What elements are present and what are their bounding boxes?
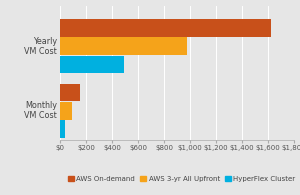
Bar: [60, 37, 188, 55]
Bar: [60, 56, 124, 73]
Bar: [60, 102, 72, 120]
Legend: AWS On-demand, AWS 3-yr All Upfront, HyperFlex Cluster: AWS On-demand, AWS 3-yr All Upfront, Hyp…: [65, 174, 298, 185]
Bar: [60, 84, 80, 101]
Bar: [60, 19, 271, 37]
Bar: [60, 121, 64, 138]
